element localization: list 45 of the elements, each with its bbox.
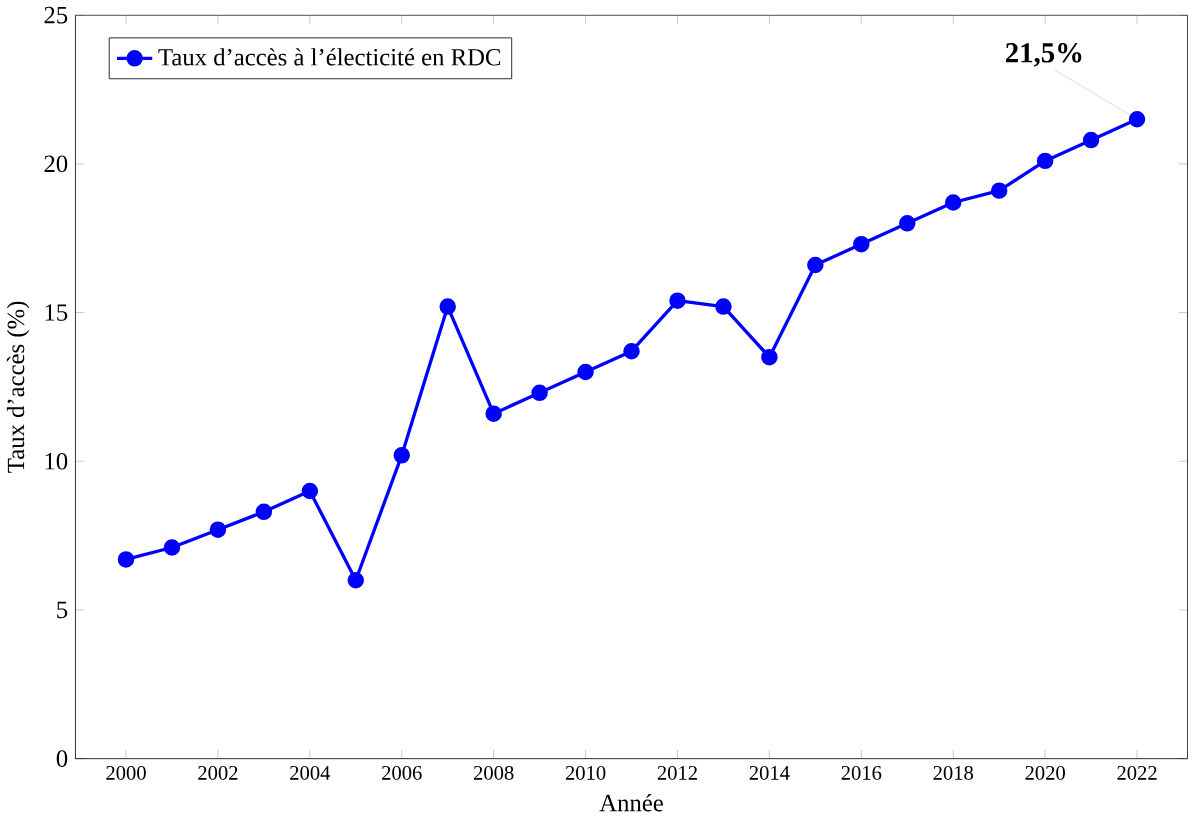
- point: [807, 256, 824, 274]
- point: [117, 551, 135, 568]
- annotation: 21,5%: [1005, 42, 1082, 67]
- point: [439, 298, 456, 315]
- point: [853, 235, 870, 253]
- x-tick-label: 2016: [841, 765, 882, 780]
- y-axis-title: Taux d’accès (%): [6, 301, 30, 473]
- point: [1082, 131, 1100, 149]
- point: [990, 182, 1008, 199]
- point: [301, 482, 319, 500]
- point: [393, 446, 410, 464]
- point: [347, 571, 365, 589]
- x-tick-label: 2018: [933, 765, 974, 780]
- point: [485, 405, 502, 422]
- point: [623, 342, 640, 360]
- x-tick-label: 2008: [473, 765, 514, 780]
- y-tick-label: 10: [45, 452, 68, 470]
- x-tick-label: 2010: [565, 765, 606, 780]
- point: [209, 521, 227, 538]
- point: [669, 292, 686, 309]
- point: [899, 214, 916, 232]
- x-tick-label: 2020: [1025, 765, 1065, 780]
- point: [1128, 110, 1146, 128]
- point: [531, 384, 548, 401]
- point: [715, 298, 732, 315]
- y-tick-label: 25: [44, 6, 68, 24]
- point: [255, 503, 273, 520]
- y-tick-label: 15: [45, 304, 68, 321]
- point: [577, 363, 594, 381]
- point: [163, 539, 181, 556]
- x-axis-title: Année: [599, 793, 663, 812]
- point: [944, 194, 962, 211]
- x-tick-label: 2012: [657, 765, 697, 780]
- y-tick-label: 20: [44, 155, 68, 173]
- x-tick-label: 2002: [198, 765, 238, 780]
- legend-label: Taux d’accès à l’électicité en RDC: [158, 48, 501, 66]
- point: [761, 348, 778, 366]
- x-tick-label: 2014: [749, 765, 790, 780]
- x-tick-label: 2022: [1117, 765, 1157, 780]
- y-tick-label: 0: [56, 750, 68, 767]
- y-tick-label: 5: [57, 601, 68, 619]
- x-tick-label: 2000: [106, 765, 146, 780]
- x-tick-label: 2004: [290, 765, 331, 780]
- x-tick-label: 2006: [382, 765, 422, 780]
- point: [1036, 152, 1054, 169]
